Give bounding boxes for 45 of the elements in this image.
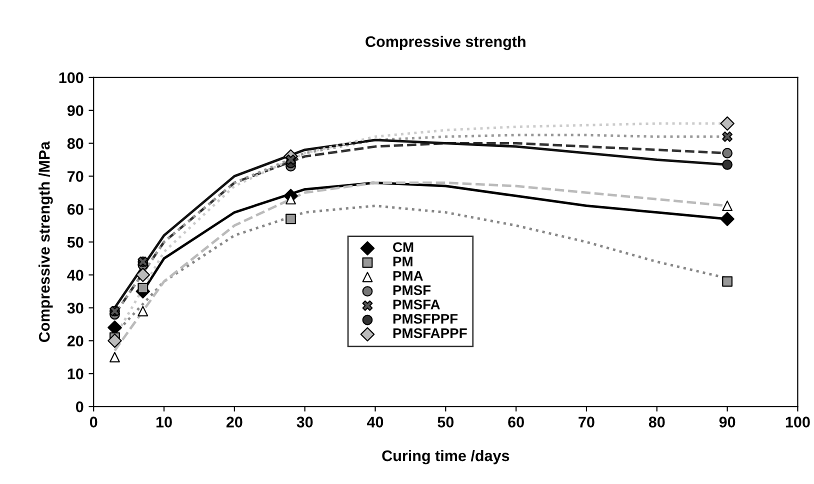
chart-title: Compressive strength: [366, 36, 526, 50]
x-tick-label: 90: [719, 416, 736, 428]
x-tick-label: 60: [508, 416, 524, 428]
point: [136, 268, 150, 282]
legend-label: PM: [393, 256, 412, 266]
y-tick-label: 100: [59, 72, 84, 84]
y-tick-label: 40: [67, 270, 84, 281]
legend-label: PMA: [393, 271, 423, 281]
point: [722, 159, 733, 170]
y-tick-label: 60: [67, 204, 84, 215]
legend-label: CM: [393, 242, 414, 252]
x-tick-label: 30: [296, 416, 313, 428]
y-tick-label: 20: [67, 336, 84, 346]
point: [138, 306, 148, 316]
point: [722, 131, 733, 142]
point: [720, 116, 734, 131]
y-tick-label: 10: [68, 368, 84, 380]
legend-label: PMSFAPPF: [393, 328, 467, 338]
x-tick-label: 50: [438, 416, 454, 428]
x-tick-label: 70: [578, 416, 594, 428]
y-tick-label: 0: [76, 401, 84, 412]
x-tick-label: 40: [366, 416, 384, 428]
y-tick-label: 90: [67, 105, 84, 116]
y-axis-title: Compressive strength /MPa: [38, 141, 53, 342]
legend-label: PMSF: [393, 285, 431, 296]
y-tick-label: 80: [67, 138, 84, 149]
x-tick-label: 10: [156, 416, 172, 428]
point: [110, 352, 120, 362]
point: [720, 212, 734, 226]
point: [286, 214, 296, 224]
point: [722, 148, 733, 158]
y-tick-label: 30: [67, 302, 84, 314]
point: [138, 282, 148, 294]
x-axis-title: Curing time /days: [382, 450, 510, 464]
point: [108, 334, 122, 348]
point: [722, 200, 733, 212]
x-tick-label: 0: [90, 416, 98, 428]
x-tick-label: 20: [226, 416, 242, 428]
y-tick-label: 70: [68, 171, 84, 182]
legend-label: PMSFA: [393, 300, 440, 310]
point: [722, 276, 733, 287]
x-tick-label: 100: [786, 416, 810, 428]
y-tick-label: 50: [67, 236, 84, 248]
x-tick-label: 80: [648, 416, 665, 428]
legend-label: PMSFPPF: [393, 314, 458, 324]
